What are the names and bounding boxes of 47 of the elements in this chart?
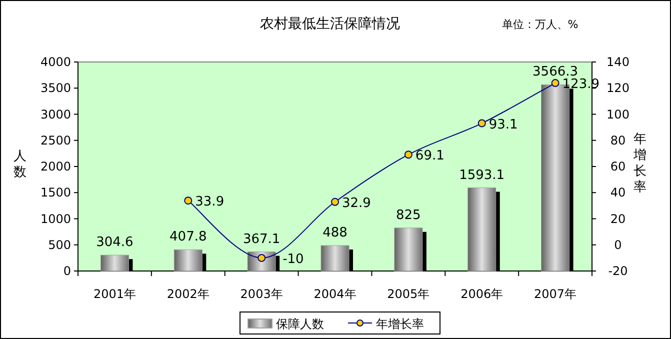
- data-label: 825: [396, 208, 421, 223]
- text: 单位：万人、%: [502, 18, 578, 31]
- y2-tick-label: 40: [610, 186, 626, 200]
- x-tick-label: 2006年: [460, 287, 504, 301]
- chart-title: 农村最低生活保障情况: [260, 16, 400, 32]
- x-tick-label: 2004年: [314, 287, 356, 301]
- y2-tick-label: 140: [606, 55, 630, 69]
- point: [478, 119, 486, 128]
- data-label: 488: [322, 226, 348, 240]
- y-tick-label: 500: [48, 238, 71, 252]
- y2-tick-label: 120: [606, 81, 630, 96]
- y-tick-label: 1000: [40, 212, 71, 226]
- y-tick-label: 2000: [40, 160, 71, 174]
- data-label: -10: [282, 252, 304, 267]
- y2-tick-label: 60: [610, 160, 626, 174]
- y-axis-title: 人数: [14, 149, 26, 180]
- legend-label: 保障人数: [276, 317, 324, 331]
- x-tick-label: 2001年: [93, 287, 136, 301]
- y2-tick-label: 0: [614, 238, 622, 252]
- data-label: 32.9: [342, 196, 371, 211]
- y-tick-label: 3500: [40, 81, 71, 96]
- x-tick-label: 2005年: [387, 287, 430, 301]
- x-tick-label: 2007年: [534, 287, 577, 301]
- y-tick-label: 3000: [40, 107, 71, 122]
- data-label: 93.1: [488, 117, 518, 132]
- y-tick-label: 0: [63, 264, 71, 278]
- data-label: 367.1: [242, 232, 280, 247]
- x-tick-label: 2002年: [166, 287, 210, 301]
- y2-tick-label: -20: [608, 264, 628, 278]
- data-label: 33.9: [195, 194, 224, 210]
- point: [184, 196, 192, 205]
- y-tick-label: 1500: [40, 186, 71, 200]
- legend-label: 年增长率: [376, 317, 424, 331]
- data-label: 304.6: [96, 235, 134, 250]
- data-label: 1593.1: [459, 168, 505, 183]
- y2-tick-label: 80: [610, 133, 626, 148]
- y2-axis-title: 年增长率: [632, 132, 646, 195]
- point: [551, 79, 560, 88]
- y-tick-label: 4000: [40, 55, 71, 69]
- y-tick-label: 2500: [40, 133, 71, 148]
- point: [404, 150, 412, 159]
- data-label: 407.8: [170, 230, 207, 245]
- x-tick-label: 2003年: [240, 287, 283, 301]
- y2-tick-label: 20: [610, 212, 626, 226]
- y2-tick-label: 100: [606, 107, 630, 122]
- point: [331, 198, 339, 206]
- data-label: 69.1: [415, 148, 444, 164]
